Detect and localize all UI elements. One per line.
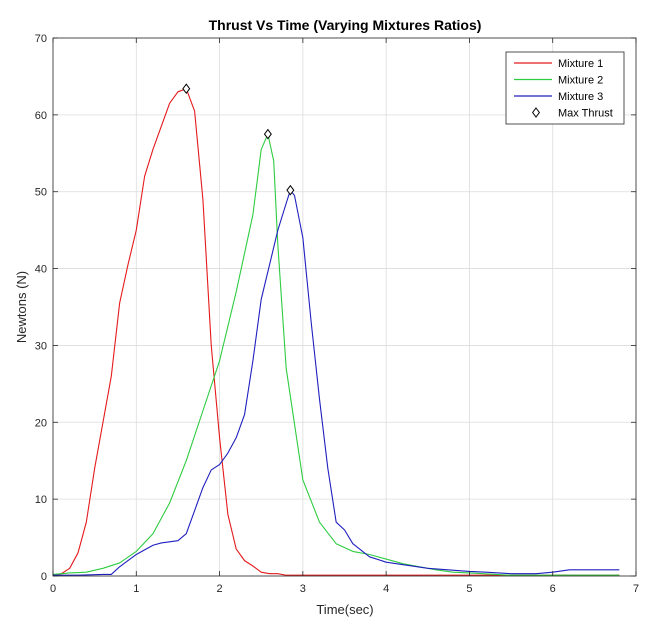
series-group [52, 88, 620, 577]
x-tick-label: 7 [633, 583, 639, 595]
legend: Mixture 1 Mixture 2 Mixture 3 Max Thrust [505, 51, 625, 125]
y-tick-label: 40 [35, 264, 47, 276]
x-tick-label: 4 [383, 583, 389, 595]
y-tick-label: 10 [35, 494, 47, 506]
legend-label: Max Thrust [558, 108, 613, 120]
x-axis-label: Time(sec) [316, 602, 373, 617]
y-axis-label: Newtons (N) [14, 271, 29, 343]
x-tick-label: 6 [550, 583, 556, 595]
y-tick-label: 30 [35, 340, 47, 352]
series-line-1 [52, 88, 620, 577]
series-line-3 [53, 189, 620, 576]
legend-label: Mixture 2 [558, 75, 603, 87]
plot-frame [52, 37, 637, 577]
x-axis-ticks: 0 1 2 3 4 5 6 7 [50, 38, 639, 595]
legend-box [505, 51, 625, 125]
x-tick-label: 0 [50, 583, 56, 595]
y-tick-label: 50 [35, 187, 47, 199]
x-tick-label: 1 [133, 583, 139, 595]
chart-title: Thrust Vs Time (Varying Mixtures Ratios) [209, 17, 482, 33]
y-tick-label: 70 [35, 33, 47, 45]
y-tick-label: 60 [35, 110, 47, 122]
max-thrust-marker [286, 184, 295, 196]
plot-area [53, 38, 636, 576]
y-tick-label: 0 [41, 571, 47, 583]
x-tick-label: 5 [466, 583, 472, 595]
max-thrust-marker [182, 83, 191, 95]
max-thrust-marker [263, 128, 272, 140]
series-line-2 [52, 133, 620, 576]
legend-label: Mixture 3 [558, 91, 603, 103]
y-tick-label: 20 [35, 417, 47, 429]
y-axis-ticks: 0 10 20 30 40 50 60 70 [35, 33, 636, 583]
max-thrust-markers [182, 83, 295, 196]
x-tick-label: 2 [217, 583, 223, 595]
x-tick-label: 3 [300, 583, 306, 595]
legend-diamond-icon [532, 107, 540, 118]
legend-label: Mixture 1 [558, 58, 603, 70]
